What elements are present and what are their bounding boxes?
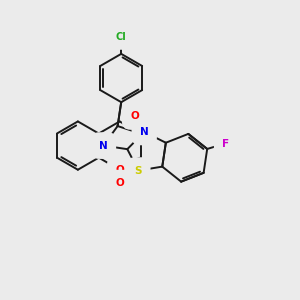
Text: S: S — [135, 166, 142, 176]
Text: O: O — [130, 111, 139, 122]
Text: N: N — [140, 127, 148, 137]
Text: F: F — [222, 139, 229, 148]
Text: O: O — [115, 178, 124, 188]
Text: Cl: Cl — [116, 32, 127, 42]
Text: N: N — [99, 141, 108, 151]
Text: O: O — [115, 165, 124, 175]
